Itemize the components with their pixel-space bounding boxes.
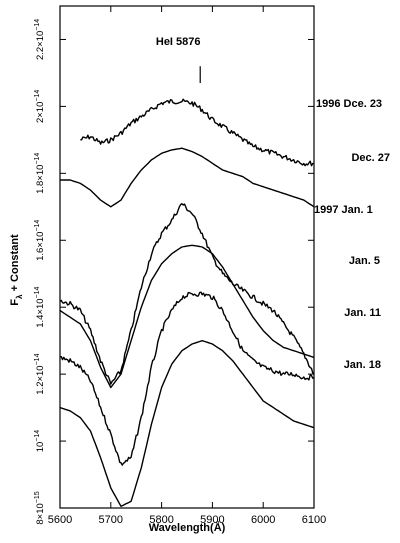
series-label-3: Jan. 5 bbox=[349, 255, 380, 267]
x-tick-label: 5800 bbox=[149, 514, 173, 526]
y-tick-mantissa: 1.4×10 bbox=[35, 298, 46, 327]
y-axis-title: Fλ + Constant bbox=[9, 234, 24, 306]
x-axis: 5600 5700 5800 5900 6000 6100 bbox=[48, 6, 326, 526]
plot-frame bbox=[59, 5, 315, 509]
y-tick-label: 8×10−15 bbox=[34, 491, 46, 524]
series-lines bbox=[59, 98, 315, 507]
x-tick-label: 5700 bbox=[99, 514, 123, 526]
x-tick-label: 5600 bbox=[48, 514, 72, 526]
series-line-5 bbox=[59, 340, 315, 507]
series-line-1 bbox=[60, 147, 315, 208]
x-tick-label: 6100 bbox=[302, 514, 326, 526]
y-tick-exponent: −14 bbox=[34, 430, 41, 442]
y-tick-label: 1.8×10−14 bbox=[34, 153, 46, 194]
y-tick-exponent: −14 bbox=[34, 153, 41, 165]
y-tick-label: 2.2×10−14 bbox=[34, 19, 46, 60]
y-tick-exponent: −14 bbox=[34, 353, 41, 365]
series-line-2 bbox=[59, 202, 315, 385]
y-tick-label: 2×10−14 bbox=[34, 90, 46, 123]
y-tick-mantissa: 1.6×10 bbox=[35, 232, 46, 261]
y-tick-exponent: −15 bbox=[34, 491, 41, 503]
series-line-4 bbox=[59, 291, 315, 466]
y-axis-title-sub: λ bbox=[15, 294, 24, 299]
series-label-0: 1996 Dce. 23 bbox=[316, 98, 382, 110]
y-axis-title-rest: + Constant bbox=[9, 234, 21, 295]
y-tick-label: 1.2×10−14 bbox=[34, 353, 46, 394]
series-label-2: 1997 Jan. 1 bbox=[314, 204, 373, 216]
y-tick-mantissa: 10 bbox=[35, 442, 46, 453]
y-tick-label: 10−14 bbox=[34, 430, 46, 453]
y-tick-exponent: −14 bbox=[34, 220, 41, 232]
y-tick-exponent: −14 bbox=[34, 90, 41, 102]
series-label-1: Dec. 27 bbox=[351, 152, 390, 164]
y-tick-label: 1.4×10−14 bbox=[34, 286, 46, 327]
y-tick-exponent: −14 bbox=[34, 19, 41, 31]
x-tick-label: 6000 bbox=[251, 514, 275, 526]
y-axis: 8×10−1510−141.2×10−141.4×10−141.6×10−141… bbox=[34, 19, 314, 525]
x-tick-label: 5900 bbox=[200, 514, 224, 526]
x-axis-title: Wavelength(Å) bbox=[149, 521, 226, 534]
series-label-4: Jan. 11 bbox=[344, 307, 381, 319]
legend: 1996 Dce. 23 Dec. 27 1997 Jan. 1 Jan. 5 Jan.… bbox=[314, 98, 390, 371]
y-axis-title-main: F bbox=[9, 299, 21, 306]
series-label-5: Jan. 18 bbox=[344, 359, 381, 371]
annotation-label: HeI 5876 bbox=[156, 36, 201, 48]
series-line-0 bbox=[80, 98, 315, 167]
y-tick-mantissa: 8×10 bbox=[35, 503, 46, 524]
y-tick-mantissa: 2.2×10 bbox=[35, 31, 46, 60]
y-tick-mantissa: 2×10 bbox=[35, 102, 46, 123]
series-line-3 bbox=[59, 244, 315, 389]
y-tick-mantissa: 1.8×10 bbox=[35, 165, 46, 194]
y-tick-label: 1.6×10−14 bbox=[34, 220, 46, 261]
y-tick-exponent: −14 bbox=[34, 286, 41, 298]
y-tick-mantissa: 1.2×10 bbox=[35, 365, 46, 394]
